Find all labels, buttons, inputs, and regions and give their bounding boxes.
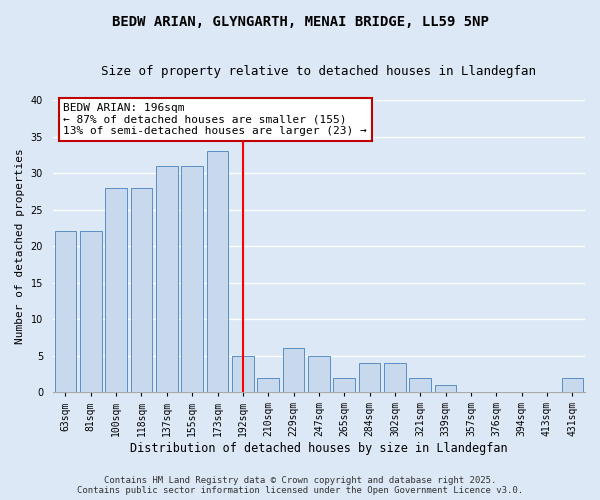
Bar [257,378,279,392]
Bar [283,348,304,392]
Text: Contains HM Land Registry data © Crown copyright and database right 2025.
Contai: Contains HM Land Registry data © Crown c… [77,476,523,495]
Y-axis label: Number of detached properties: Number of detached properties [15,148,25,344]
Bar [435,385,457,392]
Bar [181,166,203,392]
Bar [359,363,380,392]
Bar [55,232,76,392]
Bar [384,363,406,392]
Bar [308,356,329,392]
Bar [80,232,101,392]
Bar [334,378,355,392]
Bar [106,188,127,392]
Text: BEDW ARIAN: 196sqm
← 87% of detached houses are smaller (155)
13% of semi-detach: BEDW ARIAN: 196sqm ← 87% of detached hou… [64,103,367,136]
Bar [156,166,178,392]
Bar [131,188,152,392]
Bar [207,151,228,392]
Title: Size of property relative to detached houses in Llandegfan: Size of property relative to detached ho… [101,65,536,78]
Text: BEDW ARIAN, GLYNGARTH, MENAI BRIDGE, LL59 5NP: BEDW ARIAN, GLYNGARTH, MENAI BRIDGE, LL5… [112,15,488,29]
X-axis label: Distribution of detached houses by size in Llandegfan: Distribution of detached houses by size … [130,442,508,455]
Bar [232,356,254,392]
Bar [409,378,431,392]
Bar [562,378,583,392]
